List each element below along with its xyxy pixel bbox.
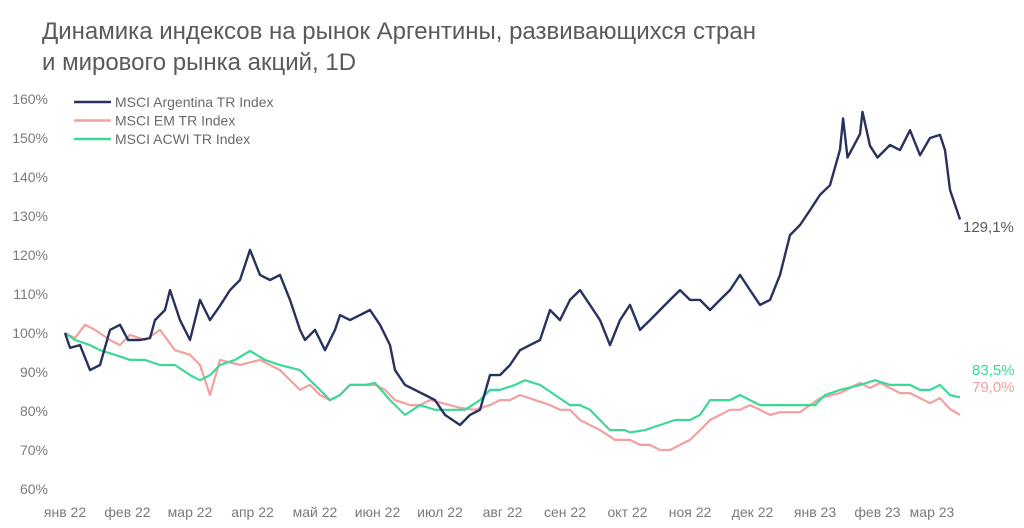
x-tick-label: янв 23 [794,504,836,520]
end-labels: 129,1% 79,0%83,5% [963,219,1015,396]
x-axis: янв 22 фев 22 мар 22 апр 22 май 22 июн 22 июл … [44,504,955,520]
x-tick-label: май 22 [293,504,338,520]
x-tick-label: мар 22 [168,504,213,520]
end-value-label: 83,5% [972,362,1015,379]
x-tick-label: авг 22 [483,504,523,520]
y-tick-label: 150% [12,130,48,146]
x-tick-label: июл 22 [417,504,463,520]
series-lines [63,110,962,452]
x-tick-label: окт 22 [608,504,648,520]
x-tick-label: ноя 22 [669,504,712,520]
x-tick-label: фев 23 [854,504,900,520]
x-tick-label: мар 23 [910,504,955,520]
series-line-msci-argentina-tr-index [63,110,962,427]
legend-label: MSCI Argentina TR Index [115,94,273,110]
y-tick-label: 100% [12,325,48,341]
chart-title-line-1: Динамика индексов на рынок Аргентины, ра… [42,18,756,45]
y-tick-label: 90% [20,364,48,380]
x-tick-label: июн 22 [355,504,401,520]
y-tick-label: 80% [20,403,48,419]
y-tick-label: 120% [12,247,48,263]
x-tick-label: сен 22 [544,504,586,520]
y-tick-label: 160% [12,91,48,107]
y-axis: 60% 70% 80% 90% 100% 110% 120% 130% 140% 150% 160% [12,91,48,497]
end-value-label: 79,0% [972,379,1015,396]
y-tick-label: 110% [13,286,48,302]
end-value-label: 129,1% [963,219,1014,236]
legend-label: MSCI ACWI TR Index [115,131,250,147]
series-line-msci-em-tr-index [64,323,961,452]
y-tick-label: 130% [12,208,48,224]
x-tick-label: фев 22 [104,504,150,520]
y-tick-label: 70% [20,442,48,458]
x-tick-label: дек 22 [732,504,774,520]
legend-label: MSCI EM TR Index [115,113,235,129]
x-tick-label: янв 22 [44,504,86,520]
chart-title-line-2: и мирового рынка акций, 1D [42,49,357,76]
x-tick-label: апр 22 [231,504,274,520]
y-tick-label: 140% [12,169,48,185]
series-line-msci-acwi-tr-index [64,332,961,434]
y-tick-label: 60% [20,481,48,497]
legend: MSCI Argentina TR Index MSCI EM TR Index M… [74,94,273,147]
chart-title: Динамика индексов на рынок Аргентины, ра… [42,16,756,78]
